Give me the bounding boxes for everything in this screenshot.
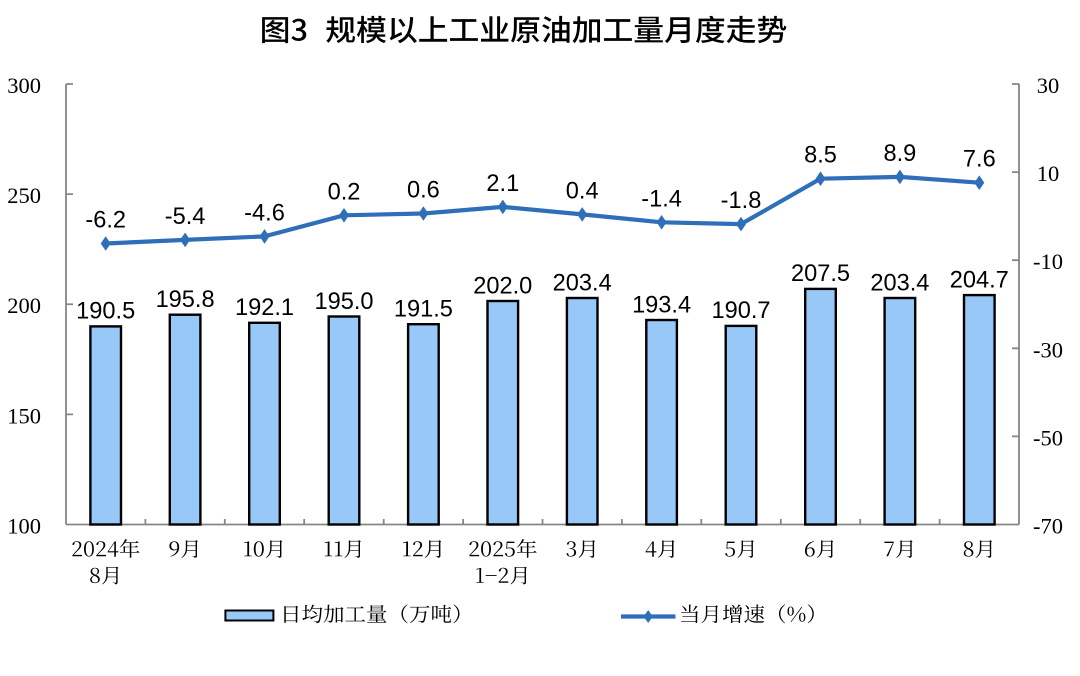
- svg-text:150: 150: [7, 403, 41, 428]
- svg-text:0.4: 0.4: [566, 178, 599, 204]
- svg-text:-4.6: -4.6: [244, 200, 285, 226]
- svg-text:100: 100: [7, 514, 41, 539]
- svg-text:-10: -10: [1033, 249, 1063, 274]
- svg-text:203.4: 203.4: [870, 270, 929, 296]
- svg-text:195.8: 195.8: [156, 287, 215, 313]
- svg-text:-70: -70: [1033, 514, 1063, 539]
- svg-text:-1.4: -1.4: [641, 186, 682, 212]
- svg-text:204.7: 204.7: [950, 267, 1009, 293]
- svg-text:0.2: 0.2: [328, 179, 361, 205]
- svg-text:195.0: 195.0: [314, 289, 373, 315]
- svg-text:250: 250: [7, 183, 41, 208]
- svg-text:30: 30: [1037, 73, 1060, 98]
- svg-text:200: 200: [7, 293, 41, 318]
- svg-text:193.4: 193.4: [632, 292, 691, 318]
- svg-text:190.7: 190.7: [711, 298, 770, 324]
- svg-text:0.6: 0.6: [407, 178, 440, 204]
- svg-text:-50: -50: [1033, 425, 1063, 450]
- svg-text:191.5: 191.5: [394, 297, 453, 323]
- svg-text:-1.8: -1.8: [721, 188, 762, 214]
- svg-text:8.5: 8.5: [804, 143, 837, 169]
- svg-text:7.6: 7.6: [963, 147, 996, 173]
- svg-text:203.4: 203.4: [553, 270, 612, 296]
- svg-text:192.1: 192.1: [235, 295, 294, 321]
- svg-text:202.0: 202.0: [473, 273, 532, 299]
- svg-text:300: 300: [7, 73, 41, 98]
- svg-text:-5.4: -5.4: [165, 204, 206, 230]
- svg-text:-6.2: -6.2: [85, 208, 126, 234]
- svg-text:10: 10: [1037, 161, 1060, 186]
- svg-text:190.5: 190.5: [76, 299, 135, 325]
- svg-text:2.1: 2.1: [486, 171, 519, 197]
- svg-text:207.5: 207.5: [791, 261, 850, 287]
- svg-text:8.9: 8.9: [883, 141, 916, 167]
- svg-text:-30: -30: [1033, 337, 1063, 362]
